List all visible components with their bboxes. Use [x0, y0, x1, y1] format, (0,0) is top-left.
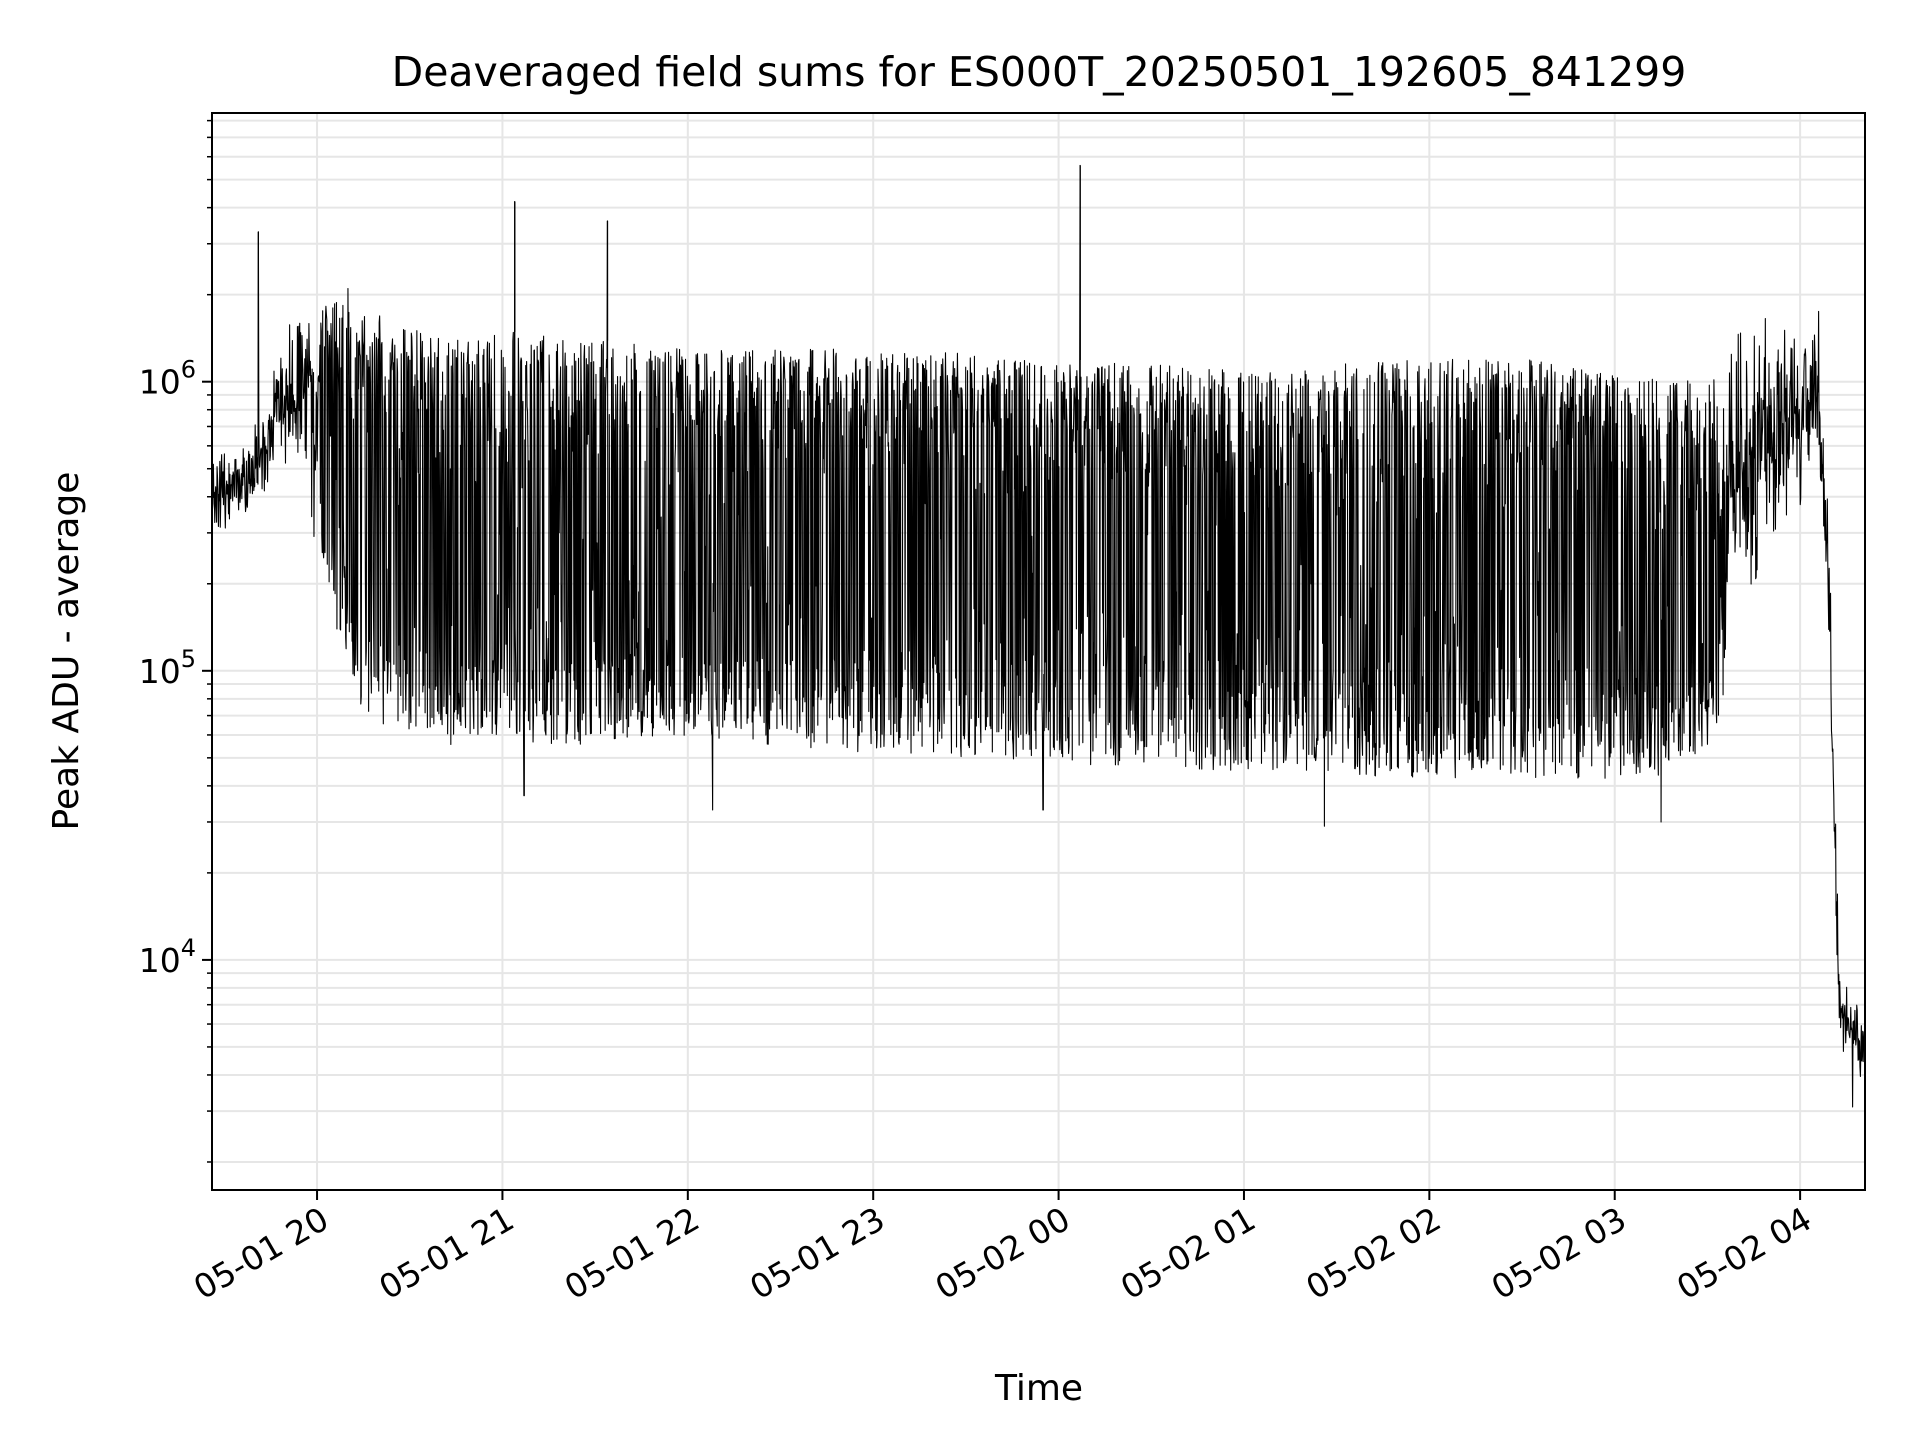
plot-area: [211, 112, 1866, 1191]
y-tick-label-base: 10: [139, 941, 181, 980]
y-tick-label: 106: [139, 356, 196, 402]
series-path: [211, 164, 1866, 1116]
chart-title: Deaveraged field sums for ES000T_2025050…: [392, 48, 1687, 96]
y-axis-label: Peak ADU - average: [46, 472, 87, 831]
y-tick-label: 104: [139, 934, 196, 980]
y-tick-label-exponent: 5: [181, 645, 196, 673]
series-line: [211, 164, 1866, 1116]
y-tick-label-exponent: 6: [181, 356, 196, 384]
y-tick-label-exponent: 4: [181, 934, 196, 962]
y-tick-label-base: 10: [139, 363, 181, 402]
y-tick-label-base: 10: [139, 652, 181, 691]
x-axis-label: Time: [994, 1368, 1083, 1409]
y-tick-label: 105: [139, 645, 196, 691]
plot-frame: [211, 112, 1866, 1191]
